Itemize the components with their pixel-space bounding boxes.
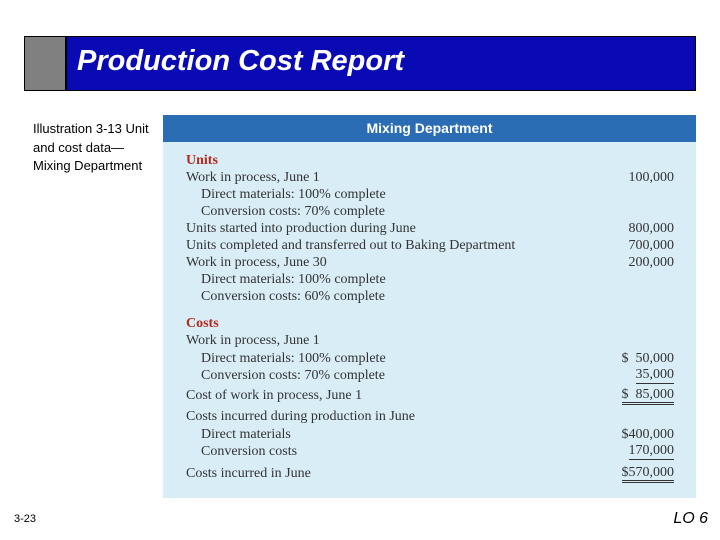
learning-objective-label: LO 6 — [673, 510, 708, 527]
row-label: Conversion costs: 70% complete — [201, 368, 385, 383]
row-value: $ 50,000 — [621, 351, 675, 366]
row-label: Cost of work in process, June 1 — [186, 388, 363, 403]
table-row: Direct materials: 100% complete $ 50,000 — [186, 350, 676, 367]
row-label: Costs incurred in June — [186, 466, 311, 481]
row-label: Conversion costs: 60% complete — [201, 289, 385, 304]
cost-data-panel: Mixing Department Units Work in process, … — [163, 115, 696, 498]
table-row: Costs incurred during production in June — [186, 408, 676, 425]
table-row: Work in process, June 1 100,000 — [186, 169, 676, 186]
row-label: Conversion costs: 70% complete — [201, 204, 385, 219]
row-label: Direct materials — [201, 427, 291, 442]
panel-body: Units Work in process, June 1 100,000 Direc… — [163, 142, 696, 498]
illustration-caption: Illustration 3-13 Unit and cost data—Mix… — [33, 121, 149, 173]
row-value: $ 85,000 — [621, 387, 674, 405]
row-label: Work in process, June 1 — [186, 333, 320, 348]
table-row: Units started into production during Jun… — [186, 220, 676, 237]
table-row: Direct materials: 100% complete — [186, 186, 676, 203]
row-value: $570,000 — [621, 465, 674, 483]
row-label: Costs incurred during production in June — [186, 409, 416, 424]
row-label: Units started into production during Jun… — [186, 221, 416, 236]
row-label: Direct materials: 100% complete — [201, 351, 386, 366]
table-row: Work in process, June 1 — [186, 332, 676, 349]
slide-title: Production Cost Report — [77, 45, 405, 77]
title-bar: Production Cost Report — [24, 36, 696, 91]
table-row: Cost of work in process, June 1 $ 85,000 — [186, 387, 676, 405]
table-row: Conversion costs: 60% complete — [186, 288, 676, 305]
table-row: Units completed and transferred out to B… — [186, 237, 676, 254]
row-value: 800,000 — [628, 221, 675, 236]
table-row: Direct materials $400,000 — [186, 426, 676, 443]
row-label: Units completed and transferred out to B… — [186, 238, 516, 253]
title-accent-block — [25, 37, 67, 90]
table-row: Conversion costs: 70% complete 35,000 — [186, 367, 676, 384]
table-row: Direct materials: 100% complete — [186, 271, 676, 288]
row-value: 200,000 — [628, 255, 675, 270]
row-value: $400,000 — [621, 427, 675, 442]
panel-header: Mixing Department — [163, 115, 696, 142]
row-value: 100,000 — [628, 170, 675, 185]
section-heading: Units — [186, 152, 676, 169]
row-value: 35,000 — [635, 367, 674, 384]
row-label: Conversion costs — [201, 444, 298, 459]
row-label: Work in process, June 1 — [186, 170, 320, 185]
row-label: Work in process, June 30 — [186, 255, 327, 270]
table-row: Work in process, June 30 200,000 — [186, 254, 676, 271]
row-label: Costs — [186, 316, 219, 331]
row-value: 170,000 — [628, 443, 674, 460]
table-row: Costs incurred in June $570,000 — [186, 465, 676, 483]
row-label: Direct materials: 100% complete — [201, 272, 386, 287]
table-row: Conversion costs: 70% complete — [186, 203, 676, 220]
section-heading: Costs — [186, 315, 676, 332]
table-row: Conversion costs 170,000 — [186, 443, 676, 460]
row-label: Direct materials: 100% complete — [201, 187, 386, 202]
row-value: 700,000 — [628, 238, 675, 253]
row-label: Units — [186, 153, 218, 168]
page-number: 3-23 — [14, 513, 37, 525]
